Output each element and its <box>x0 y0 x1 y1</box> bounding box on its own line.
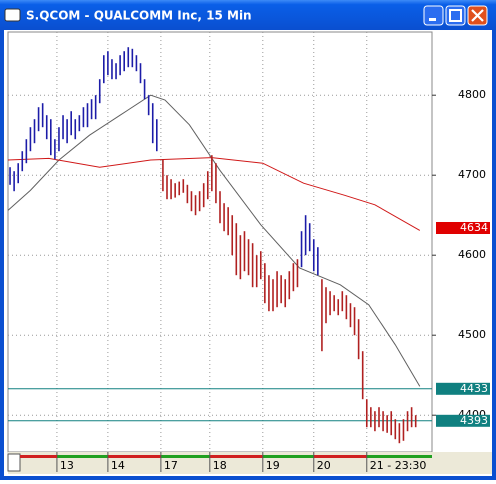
day-band <box>20 455 57 458</box>
moving-average <box>7 94 421 387</box>
title-bar <box>0 0 496 30</box>
level-tag <box>436 382 490 395</box>
day-band <box>366 455 432 458</box>
x-tick-label: 21 - 23:30 <box>370 459 427 472</box>
window-title: S.QCOM - QUALCOMM Inc, 15 Min <box>26 9 252 23</box>
y-tick-label: 4800 <box>458 88 486 101</box>
day-band <box>160 455 210 458</box>
level-label: 4433 <box>460 382 488 395</box>
maximize-button[interactable] <box>445 5 466 26</box>
scroll-box[interactable] <box>7 453 21 472</box>
level-label: 4393 <box>460 414 488 427</box>
maximize-icon <box>449 9 462 22</box>
moving-average <box>7 157 421 231</box>
minimize-button[interactable] <box>423 5 444 26</box>
day-band <box>209 455 263 458</box>
level-label: 4634 <box>460 221 488 234</box>
day-band <box>262 455 314 458</box>
level-tag <box>436 414 490 427</box>
x-tick-label: 18 <box>213 459 227 472</box>
y-tick-label: 4500 <box>458 328 486 341</box>
window-buttons <box>423 5 488 26</box>
app-icon <box>4 8 21 22</box>
x-tick-label: 17 <box>164 459 178 472</box>
y-tick-label: 4700 <box>458 168 486 181</box>
day-band <box>313 455 367 458</box>
close-icon <box>471 9 484 22</box>
x-tick-label: 14 <box>111 459 125 472</box>
x-tick-label: 13 <box>60 459 74 472</box>
x-tick-label: 19 <box>266 459 280 472</box>
y-tick-label: 4600 <box>458 248 486 261</box>
day-band <box>107 455 161 458</box>
x-tick-label: 20 <box>317 459 331 472</box>
minimize-icon <box>429 18 436 21</box>
day-band <box>56 455 108 458</box>
level-tag <box>436 222 490 234</box>
